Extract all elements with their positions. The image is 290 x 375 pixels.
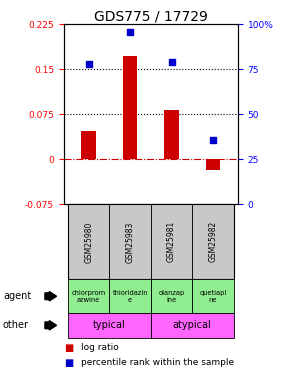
Bar	[68, 204, 109, 279]
Bar	[68, 279, 109, 313]
Bar	[192, 204, 234, 279]
Point	[86, 61, 91, 67]
Bar	[68, 313, 151, 338]
Bar	[81, 131, 96, 159]
Text: percentile rank within the sample: percentile rank within the sample	[81, 358, 234, 368]
Text: quetiapi
ne: quetiapi ne	[199, 290, 226, 303]
Text: GSM25982: GSM25982	[209, 221, 218, 262]
Text: ■: ■	[64, 358, 73, 368]
Text: GSM25980: GSM25980	[84, 221, 93, 262]
Text: atypical: atypical	[173, 320, 212, 330]
Text: GSM25983: GSM25983	[126, 221, 135, 262]
Text: agent: agent	[3, 291, 31, 301]
Bar	[123, 56, 137, 159]
Text: olanzap
ine: olanzap ine	[158, 290, 185, 303]
Bar	[151, 313, 234, 338]
Text: typical: typical	[93, 320, 126, 330]
Point	[211, 136, 215, 142]
Bar	[164, 110, 179, 159]
Text: GSM25981: GSM25981	[167, 221, 176, 262]
Bar	[109, 279, 151, 313]
Text: other: other	[3, 320, 29, 330]
Point	[128, 28, 133, 34]
Text: ■: ■	[64, 343, 73, 352]
Bar	[192, 279, 234, 313]
Bar	[206, 159, 220, 170]
Text: thioridazin
e: thioridazin e	[112, 290, 148, 303]
Bar	[109, 204, 151, 279]
Text: chlorprom
azwine: chlorprom azwine	[72, 290, 106, 303]
Text: log ratio: log ratio	[81, 343, 119, 352]
Title: GDS775 / 17729: GDS775 / 17729	[94, 9, 208, 23]
Bar	[151, 204, 192, 279]
Point	[169, 59, 174, 65]
Bar	[151, 279, 192, 313]
